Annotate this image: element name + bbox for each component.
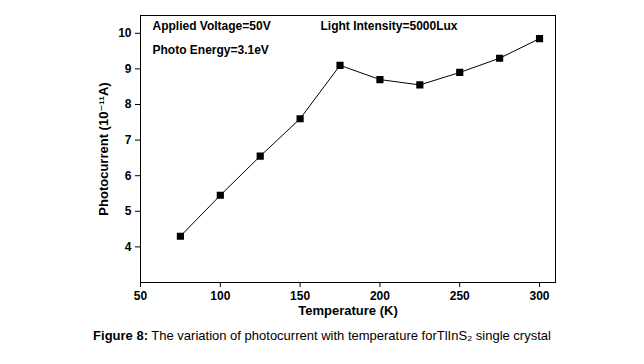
svg-text:9: 9 <box>125 62 132 76</box>
svg-text:10: 10 <box>118 26 132 40</box>
svg-text:50: 50 <box>134 289 148 303</box>
svg-text:Photocurrent (10⁻¹¹A): Photocurrent (10⁻¹¹A) <box>96 82 111 215</box>
html-text:Figure 8: The variation of pho: Figure 8: The variation of photocurrent … <box>93 328 551 343</box>
svg-text:7: 7 <box>125 133 132 147</box>
svg-text:200: 200 <box>370 289 390 303</box>
svg-text:Applied Voltage=50V: Applied Voltage=50V <box>153 19 271 33</box>
svg-text:5: 5 <box>125 204 132 218</box>
svg-text:300: 300 <box>530 289 550 303</box>
svg-text:250: 250 <box>450 289 470 303</box>
svg-text:6: 6 <box>125 169 132 183</box>
svg-text:Temperature (K): Temperature (K) <box>298 303 397 318</box>
svg-text:4: 4 <box>125 240 132 254</box>
svg-text:Light Intensity=5000Lux: Light Intensity=5000Lux <box>321 19 458 33</box>
svg-text:100: 100 <box>210 289 230 303</box>
svg-text:Photo Energy=3.1eV: Photo Energy=3.1eV <box>153 43 269 57</box>
svg-text:8: 8 <box>125 97 132 111</box>
svg-text:150: 150 <box>290 289 310 303</box>
